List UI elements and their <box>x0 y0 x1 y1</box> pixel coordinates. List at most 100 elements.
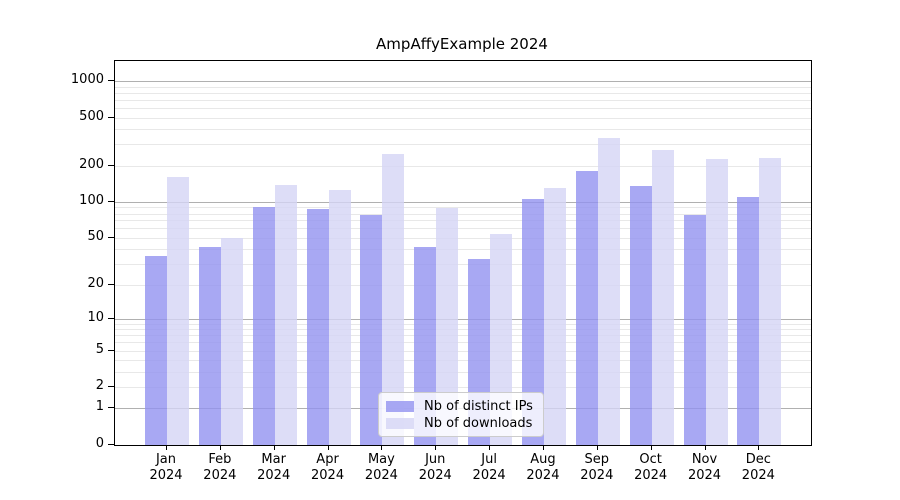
x-tick-label-month: Jun <box>425 452 446 467</box>
x-axis-tick <box>219 446 221 450</box>
minor-gridline <box>115 387 811 389</box>
y-axis-tick <box>108 349 114 351</box>
bar-downloads-aug <box>543 188 566 445</box>
legend-item-distinct-ips: Nb of distinct IPs <box>386 398 535 415</box>
x-tick-label-month: Feb <box>208 452 232 467</box>
x-tick-label-year: 2024 <box>203 468 237 483</box>
bar-distinct-ips-aug <box>521 199 544 445</box>
x-tick-label-mar: Mar 2024 <box>242 452 306 484</box>
x-axis-tick <box>435 446 437 450</box>
x-tick-label-oct: Oct 2024 <box>619 452 683 484</box>
x-tick-label-month: Aug <box>530 452 556 467</box>
x-tick-label-may: May 2024 <box>349 452 413 484</box>
x-tick-label-year: 2024 <box>526 468 560 483</box>
minor-gridline <box>115 107 811 109</box>
x-axis-tick <box>650 446 652 450</box>
minor-gridline <box>115 117 811 119</box>
legend-label-distinct-ips: Nb of distinct IPs <box>424 398 533 414</box>
x-tick-label-month: Jan <box>155 452 177 467</box>
minor-gridline <box>115 329 811 331</box>
y-tick-label: 0 <box>95 436 104 451</box>
bar-distinct-ips-nov <box>683 215 706 445</box>
y-tick-label: 500 <box>79 108 104 124</box>
bar-downloads-sep <box>597 137 620 445</box>
x-tick-label-month: Nov <box>691 452 718 467</box>
x-axis-tick <box>273 446 275 450</box>
x-axis-tick <box>327 446 329 450</box>
x-tick-label-month: Apr <box>316 452 339 467</box>
bar-downloads-mar <box>274 185 297 445</box>
x-tick-label-month: Oct <box>639 452 662 467</box>
minor-gridline <box>115 237 811 239</box>
bar-distinct-ips-dec <box>737 196 760 445</box>
bar-distinct-ips-feb <box>198 246 221 445</box>
minor-gridline <box>115 165 811 167</box>
minor-gridline <box>115 350 811 352</box>
chart-legend: Nb of distinct IPs Nb of downloads <box>378 392 544 437</box>
y-tick-label: 10 <box>87 309 104 325</box>
y-tick-label: 1 <box>95 399 104 415</box>
y-axis-tick <box>108 164 114 166</box>
x-tick-label-year: 2024 <box>580 468 614 483</box>
y-axis-tick <box>108 80 114 82</box>
chart-title: AmpAffyExample 2024 <box>376 35 548 53</box>
bar-downloads-may <box>382 153 405 445</box>
x-tick-label-month: May <box>367 452 395 467</box>
y-tick-label: 1000 <box>70 72 104 88</box>
x-tick-label-year: 2024 <box>687 468 722 483</box>
bar-downloads-jun <box>436 207 459 445</box>
legend-swatch-distinct-ips-icon <box>386 401 414 412</box>
x-tick-label-month: Sep <box>584 452 610 467</box>
minor-gridline <box>115 144 811 146</box>
x-tick-label-nov: Nov 2024 <box>673 452 737 484</box>
bar-distinct-ips-apr <box>306 209 329 445</box>
minor-gridline <box>115 371 811 373</box>
x-tick-label-dec: Dec 2024 <box>726 452 790 484</box>
x-axis-tick <box>758 446 760 450</box>
x-tick-label-jul: Jul 2024 <box>457 452 521 484</box>
minor-gridline <box>115 335 811 337</box>
minor-gridline <box>115 99 811 101</box>
minor-gridline <box>115 228 811 230</box>
minor-gridline <box>115 264 811 266</box>
legend-item-downloads: Nb of downloads <box>386 415 535 432</box>
bar-downloads-oct <box>651 149 674 445</box>
x-tick-label-jan: Jan 2024 <box>134 452 198 484</box>
bar-distinct-ips-oct <box>629 186 652 445</box>
minor-gridline <box>115 86 811 88</box>
legend-label-downloads: Nb of downloads <box>424 415 533 431</box>
major-gridline <box>115 201 811 203</box>
bar-distinct-ips-sep <box>575 171 598 445</box>
x-tick-label-feb: Feb 2024 <box>188 452 252 484</box>
x-tick-label-month: Dec <box>745 452 771 467</box>
minor-gridline <box>115 220 811 222</box>
x-tick-label-sep: Sep 2024 <box>565 452 629 484</box>
y-axis-tick <box>108 407 114 409</box>
bar-downloads-feb <box>220 237 243 445</box>
x-tick-label-year: 2024 <box>364 468 398 483</box>
minor-gridline <box>115 323 811 325</box>
x-tick-label-apr: Apr 2024 <box>296 452 360 484</box>
y-axis-tick <box>108 283 114 285</box>
x-tick-label-year: 2024 <box>149 468 183 483</box>
x-axis-tick <box>542 446 544 450</box>
x-axis-tick <box>381 446 383 450</box>
y-tick-label: 2 <box>95 378 104 394</box>
legend-swatch-downloads-icon <box>386 418 414 429</box>
x-tick-label-year: 2024 <box>257 468 291 483</box>
minor-gridline <box>115 360 811 362</box>
x-axis-tick <box>166 446 167 450</box>
y-axis-tick <box>108 116 114 118</box>
y-axis-tick <box>108 317 114 319</box>
x-axis-tick <box>596 446 598 450</box>
bar-distinct-ips-mar <box>252 206 275 445</box>
y-axis-tick <box>108 200 114 202</box>
y-tick-label: 20 <box>87 275 104 291</box>
bar-downloads-nov <box>705 159 728 445</box>
y-tick-label: 5 <box>95 341 104 357</box>
x-tick-label-year: 2024 <box>472 468 506 483</box>
minor-gridline <box>115 213 811 215</box>
x-tick-label-year: 2024 <box>741 468 775 483</box>
x-tick-label-month: Jul <box>481 452 497 467</box>
y-axis-tick <box>108 236 114 238</box>
